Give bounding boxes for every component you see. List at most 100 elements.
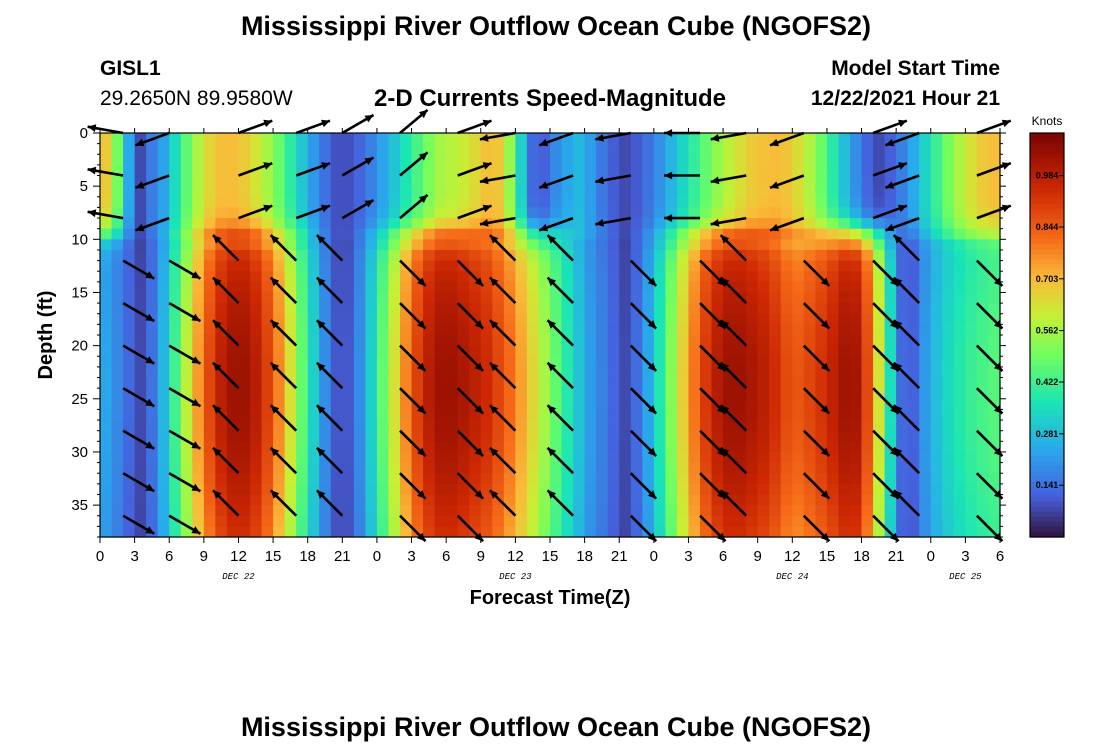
heatmap-cell bbox=[423, 133, 436, 145]
heatmap-cell bbox=[146, 207, 159, 219]
heatmap-cell bbox=[169, 409, 182, 421]
heatmap-cell bbox=[734, 409, 747, 421]
heatmap-cell bbox=[769, 335, 782, 347]
heatmap-cell bbox=[273, 441, 286, 453]
heatmap-cell bbox=[446, 154, 459, 166]
heatmap-cell bbox=[780, 303, 793, 315]
heatmap-cell bbox=[307, 494, 320, 506]
heatmap-cell bbox=[896, 483, 909, 496]
heatmap-cell bbox=[792, 526, 805, 538]
heatmap-cell bbox=[653, 505, 666, 517]
heatmap-cell bbox=[850, 377, 863, 389]
heatmap-cell bbox=[711, 388, 724, 400]
heatmap-cell bbox=[296, 377, 309, 389]
heatmap-cell bbox=[457, 324, 470, 336]
heatmap-cell bbox=[619, 175, 632, 187]
current-vector-head bbox=[820, 490, 830, 499]
heatmap-cell bbox=[215, 505, 228, 517]
colorbar-step bbox=[1030, 425, 1064, 432]
heatmap-cell bbox=[561, 164, 574, 177]
heatmap-cell bbox=[665, 430, 678, 442]
heatmap-cell bbox=[619, 409, 632, 421]
colorbar-step bbox=[1030, 506, 1064, 513]
heatmap-cell bbox=[561, 218, 574, 230]
heatmap-cell bbox=[307, 292, 320, 304]
heatmap-cell bbox=[607, 441, 620, 453]
heatmap-cell bbox=[492, 345, 505, 357]
heatmap-cell bbox=[180, 526, 193, 538]
heatmap-cell bbox=[573, 281, 586, 294]
heatmap-cell bbox=[123, 207, 136, 219]
heatmap-cell bbox=[526, 430, 540, 442]
heatmap-cell bbox=[284, 409, 297, 421]
heatmap-cell bbox=[942, 239, 955, 251]
heatmap-cell bbox=[134, 388, 147, 400]
heatmap-cell bbox=[353, 335, 366, 347]
current-vector-head bbox=[474, 490, 484, 499]
y-tick-label: 30 bbox=[71, 444, 88, 461]
heatmap-cell bbox=[503, 228, 516, 240]
heatmap-cell bbox=[100, 462, 113, 474]
heatmap-cell bbox=[388, 483, 401, 496]
heatmap-cell bbox=[180, 133, 193, 145]
heatmap-cell bbox=[307, 388, 320, 400]
heatmap-cell bbox=[457, 292, 470, 304]
heatmap-cell bbox=[330, 154, 343, 166]
heatmap-cell bbox=[873, 451, 886, 464]
heatmap-cell bbox=[330, 356, 343, 368]
heatmap-cell bbox=[711, 366, 724, 379]
heatmap-cell bbox=[515, 143, 528, 155]
heatmap-cell bbox=[423, 239, 436, 251]
heatmap-cell bbox=[723, 335, 736, 347]
heatmap-cell bbox=[238, 175, 251, 187]
heatmap-cell bbox=[653, 324, 666, 336]
heatmap-cell bbox=[861, 451, 874, 464]
current-vector-head bbox=[263, 119, 273, 128]
heatmap-cell bbox=[203, 164, 216, 177]
heatmap-cell bbox=[526, 239, 540, 251]
heatmap-cell bbox=[261, 494, 274, 506]
heatmap-cell bbox=[573, 313, 586, 325]
heatmap-cell bbox=[907, 451, 920, 464]
heatmap-cell bbox=[123, 228, 136, 240]
heatmap-cell bbox=[526, 473, 540, 485]
heatmap-cell bbox=[480, 154, 493, 166]
heatmap-cell bbox=[284, 324, 297, 336]
heatmap-cell bbox=[884, 409, 897, 421]
heatmap-cell bbox=[342, 345, 355, 357]
heatmap-cell bbox=[100, 409, 113, 421]
heatmap-cell bbox=[192, 451, 205, 464]
heatmap-cell bbox=[550, 271, 563, 283]
heatmap-cell bbox=[619, 239, 632, 251]
heatmap-cell bbox=[319, 271, 332, 283]
heatmap-cell bbox=[919, 249, 932, 262]
heatmap-cell bbox=[330, 164, 343, 177]
current-vector-head bbox=[417, 277, 426, 286]
heatmap-cell bbox=[480, 303, 493, 315]
heatmap-cell bbox=[688, 462, 701, 474]
heatmap-cell bbox=[757, 260, 770, 272]
heatmap-cell bbox=[446, 271, 459, 283]
heatmap-cell bbox=[284, 526, 297, 538]
heatmap-cell bbox=[815, 505, 828, 517]
heatmap-cell bbox=[976, 186, 990, 198]
heatmap-cell bbox=[457, 441, 470, 453]
heatmap-cell bbox=[803, 366, 816, 379]
heatmap-cell bbox=[792, 409, 805, 421]
heatmap-cell bbox=[538, 143, 551, 155]
heatmap-cell bbox=[746, 441, 759, 453]
heatmap-cell bbox=[261, 483, 274, 496]
heatmap-cell bbox=[365, 366, 378, 379]
heatmap-cell bbox=[376, 473, 390, 485]
heatmap-cell bbox=[653, 239, 666, 251]
heatmap-cell bbox=[884, 249, 897, 262]
heatmap-cell bbox=[676, 175, 690, 187]
heatmap-cell bbox=[630, 175, 643, 187]
heatmap-cell bbox=[665, 441, 678, 453]
heatmap-cell bbox=[988, 133, 1001, 145]
heatmap-cell bbox=[469, 409, 482, 421]
heatmap-cell bbox=[642, 218, 655, 230]
heatmap-cell bbox=[723, 420, 736, 432]
heatmap-cell bbox=[146, 292, 159, 304]
